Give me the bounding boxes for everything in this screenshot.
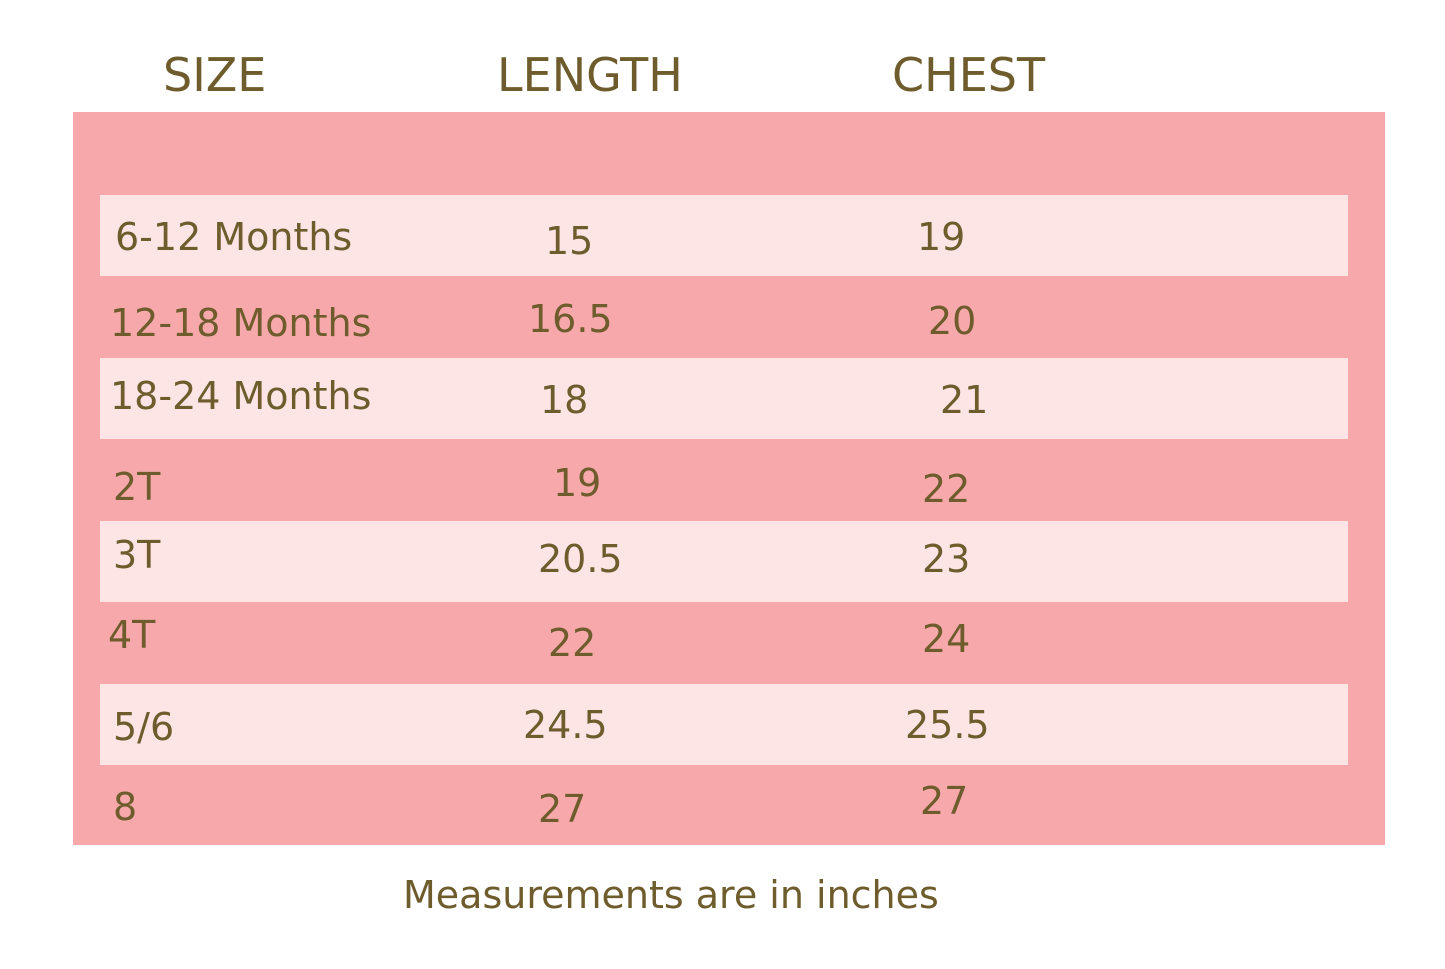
chest-cell: 27 [920, 779, 969, 823]
length-cell: 20.5 [538, 537, 623, 581]
length-cell: 18 [540, 378, 589, 422]
row-stripe [100, 195, 1348, 276]
column-header: LENGTH [497, 48, 683, 102]
length-cell: 19 [553, 461, 602, 505]
chest-cell: 19 [917, 215, 966, 259]
length-cell: 15 [545, 219, 594, 263]
size-cell: 5/6 [113, 705, 175, 749]
length-cell: 16.5 [528, 297, 613, 341]
column-header: SIZE [163, 48, 267, 102]
size-cell: 18-24 Months [110, 374, 372, 418]
chest-cell: 20 [928, 299, 977, 343]
size-cell: 8 [113, 785, 138, 829]
row-stripe [100, 684, 1348, 765]
length-cell: 24.5 [523, 703, 608, 747]
size-cell: 12-18 Months [110, 301, 372, 345]
size-cell: 2T [113, 465, 161, 509]
footnote: Measurements are in inches [403, 873, 939, 917]
chest-cell: 23 [922, 537, 971, 581]
row-stripe [100, 358, 1348, 439]
length-cell: 22 [548, 621, 597, 665]
chest-cell: 25.5 [905, 703, 990, 747]
size-cell: 4T [108, 613, 156, 657]
chest-cell: 21 [940, 378, 989, 422]
length-cell: 27 [538, 787, 587, 831]
size-cell: 3T [113, 533, 161, 577]
column-header: CHEST [892, 48, 1046, 102]
chest-cell: 22 [922, 467, 971, 511]
size-cell: 6-12 Months [115, 215, 353, 259]
chest-cell: 24 [922, 617, 971, 661]
row-stripe [100, 521, 1348, 602]
